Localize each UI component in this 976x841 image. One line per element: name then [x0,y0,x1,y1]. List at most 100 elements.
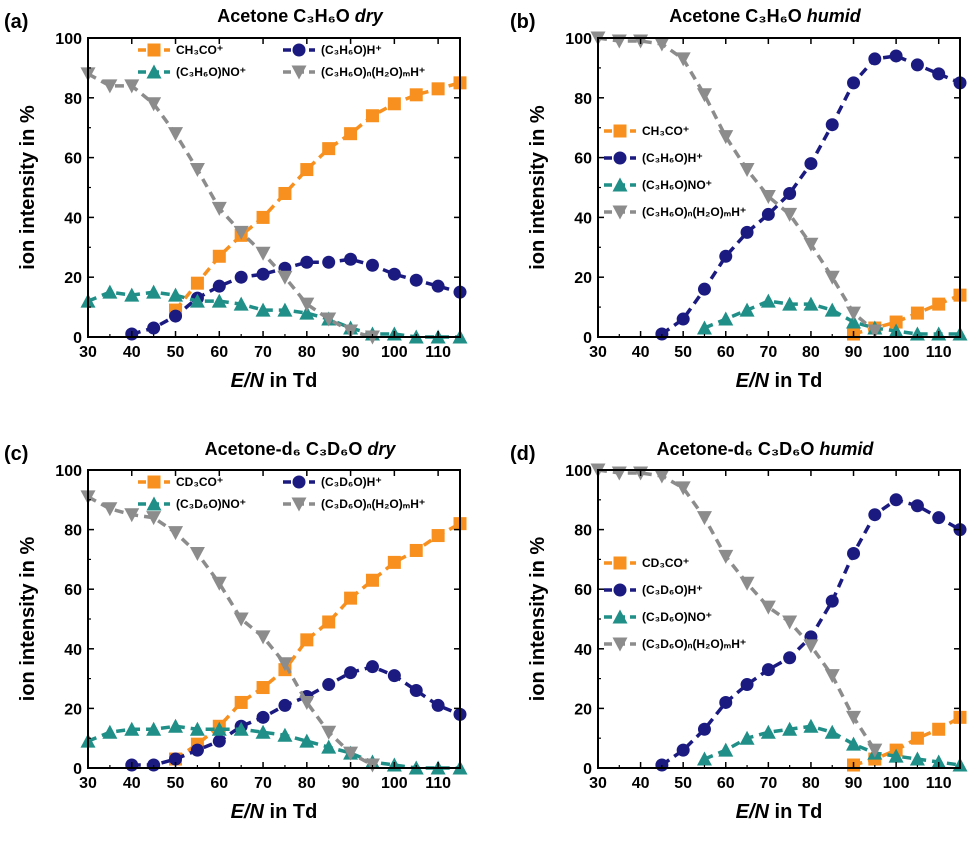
x-tick-label: 90 [845,344,863,361]
legend-swatch-marker [291,65,307,80]
data-point [782,615,798,630]
x-tick-label: 80 [298,775,316,792]
data-point [868,52,882,66]
data-point [803,639,819,654]
legend-label: CD₃CO⁺ [642,556,689,570]
panel-letter: (b) [510,11,536,33]
x-tick-label: 30 [79,775,97,792]
legend: CD₃CO⁺ (C₃D₆O)H⁺ (C₃D₆O)NO⁺ (C₃D₆O)ₙ(H₂O)ₘH… [138,475,425,512]
series-line-4 [597,468,877,752]
x-tick-label: 40 [123,775,141,792]
data-point [888,323,904,338]
data-point [344,127,358,141]
data-point [867,743,883,758]
data-point [803,296,819,311]
panel-title: Acetone C₃H₆O humid [669,6,862,26]
data-point [782,207,798,222]
plot-area [80,67,468,345]
y-tick-label: 60 [574,151,592,168]
y-tick-label: 0 [73,761,82,778]
y-tick-label: 0 [583,761,592,778]
data-point [387,267,401,281]
data-point [696,88,712,103]
x-tick-label: 90 [342,344,360,361]
data-point [211,201,227,216]
legend-label: (C₃D₆O)H⁺ [321,475,382,489]
data-point [696,511,712,526]
data-point [322,615,336,629]
x-tick-label: 70 [254,775,272,792]
panel-title: Acetone C₃H₆O dry [217,6,384,26]
data-point [124,287,140,302]
chart-panel-1: 30 40 50 60 70 80 90 100 110 0 20 40 60 80 100 E/N in T… [4,6,468,392]
x-tick-label: 80 [802,344,820,361]
axes-frame [87,37,461,338]
x-tick-label: 60 [717,344,735,361]
legend-label: CH₃CO⁺ [176,43,223,57]
data-point [825,118,839,132]
x-tick-label: 80 [298,344,316,361]
data-point [718,130,734,145]
data-point [255,630,271,645]
data-point [783,186,797,200]
plot-area [80,490,468,775]
data-point [782,721,798,736]
legend-label: (C₃D₆O)NO⁺ [642,610,712,624]
data-point [804,157,818,171]
legend-swatch-marker [613,556,627,570]
y-tick-label: 40 [64,210,82,227]
data-point [867,324,883,339]
legend-swatch-marker [292,43,306,57]
y-tick-label: 0 [73,330,82,347]
data-point [696,320,712,335]
data-point [654,469,670,484]
axes-frame [87,469,461,769]
data-point [803,237,819,252]
y-axis-label: ion intensity in % [17,105,39,270]
x-tick-label: 40 [632,775,650,792]
data-point [322,678,336,692]
data-point [387,555,401,569]
x-tick-label: 80 [802,775,820,792]
legend-swatch-marker [613,151,627,165]
data-point [278,186,292,200]
legend-label: (C₃H₆O)ₙ(H₂O)ₘH⁺ [642,205,746,219]
data-point [932,722,946,736]
y-tick-label: 20 [64,270,82,287]
x-axis-label: E/N in Td [231,370,318,392]
data-point [147,321,161,335]
x-tick-label: 30 [589,775,607,792]
data-point [676,312,690,326]
data-point [299,297,315,312]
data-point [409,543,423,557]
data-point [783,651,797,665]
data-point [697,722,711,736]
data-point [760,600,776,615]
data-point [824,724,840,739]
legend-label: (C₃D₆O)ₙ(H₂O)ₘH⁺ [321,497,425,511]
data-point [233,225,249,240]
data-point [654,37,670,52]
data-point [889,315,903,329]
data-point [189,721,205,736]
x-tick-label: 100 [381,775,408,792]
data-point [718,742,734,757]
data-point [277,657,293,672]
y-tick-label: 20 [574,270,592,287]
data-point [868,508,882,522]
legend-swatch-marker [291,497,307,512]
data-point [299,305,315,320]
data-point [234,270,248,284]
legend-label: (C₃D₆O)NO⁺ [176,497,246,511]
data-point [761,207,775,221]
data-point [211,576,227,591]
data-point [256,681,270,695]
legend-swatch-marker [147,43,161,57]
series-line-3 [87,724,460,770]
data-point [365,258,379,272]
data-point [169,309,183,323]
data-point [233,721,249,736]
data-point [146,511,162,526]
data-point [740,678,754,692]
y-tick-label: 40 [574,210,592,227]
